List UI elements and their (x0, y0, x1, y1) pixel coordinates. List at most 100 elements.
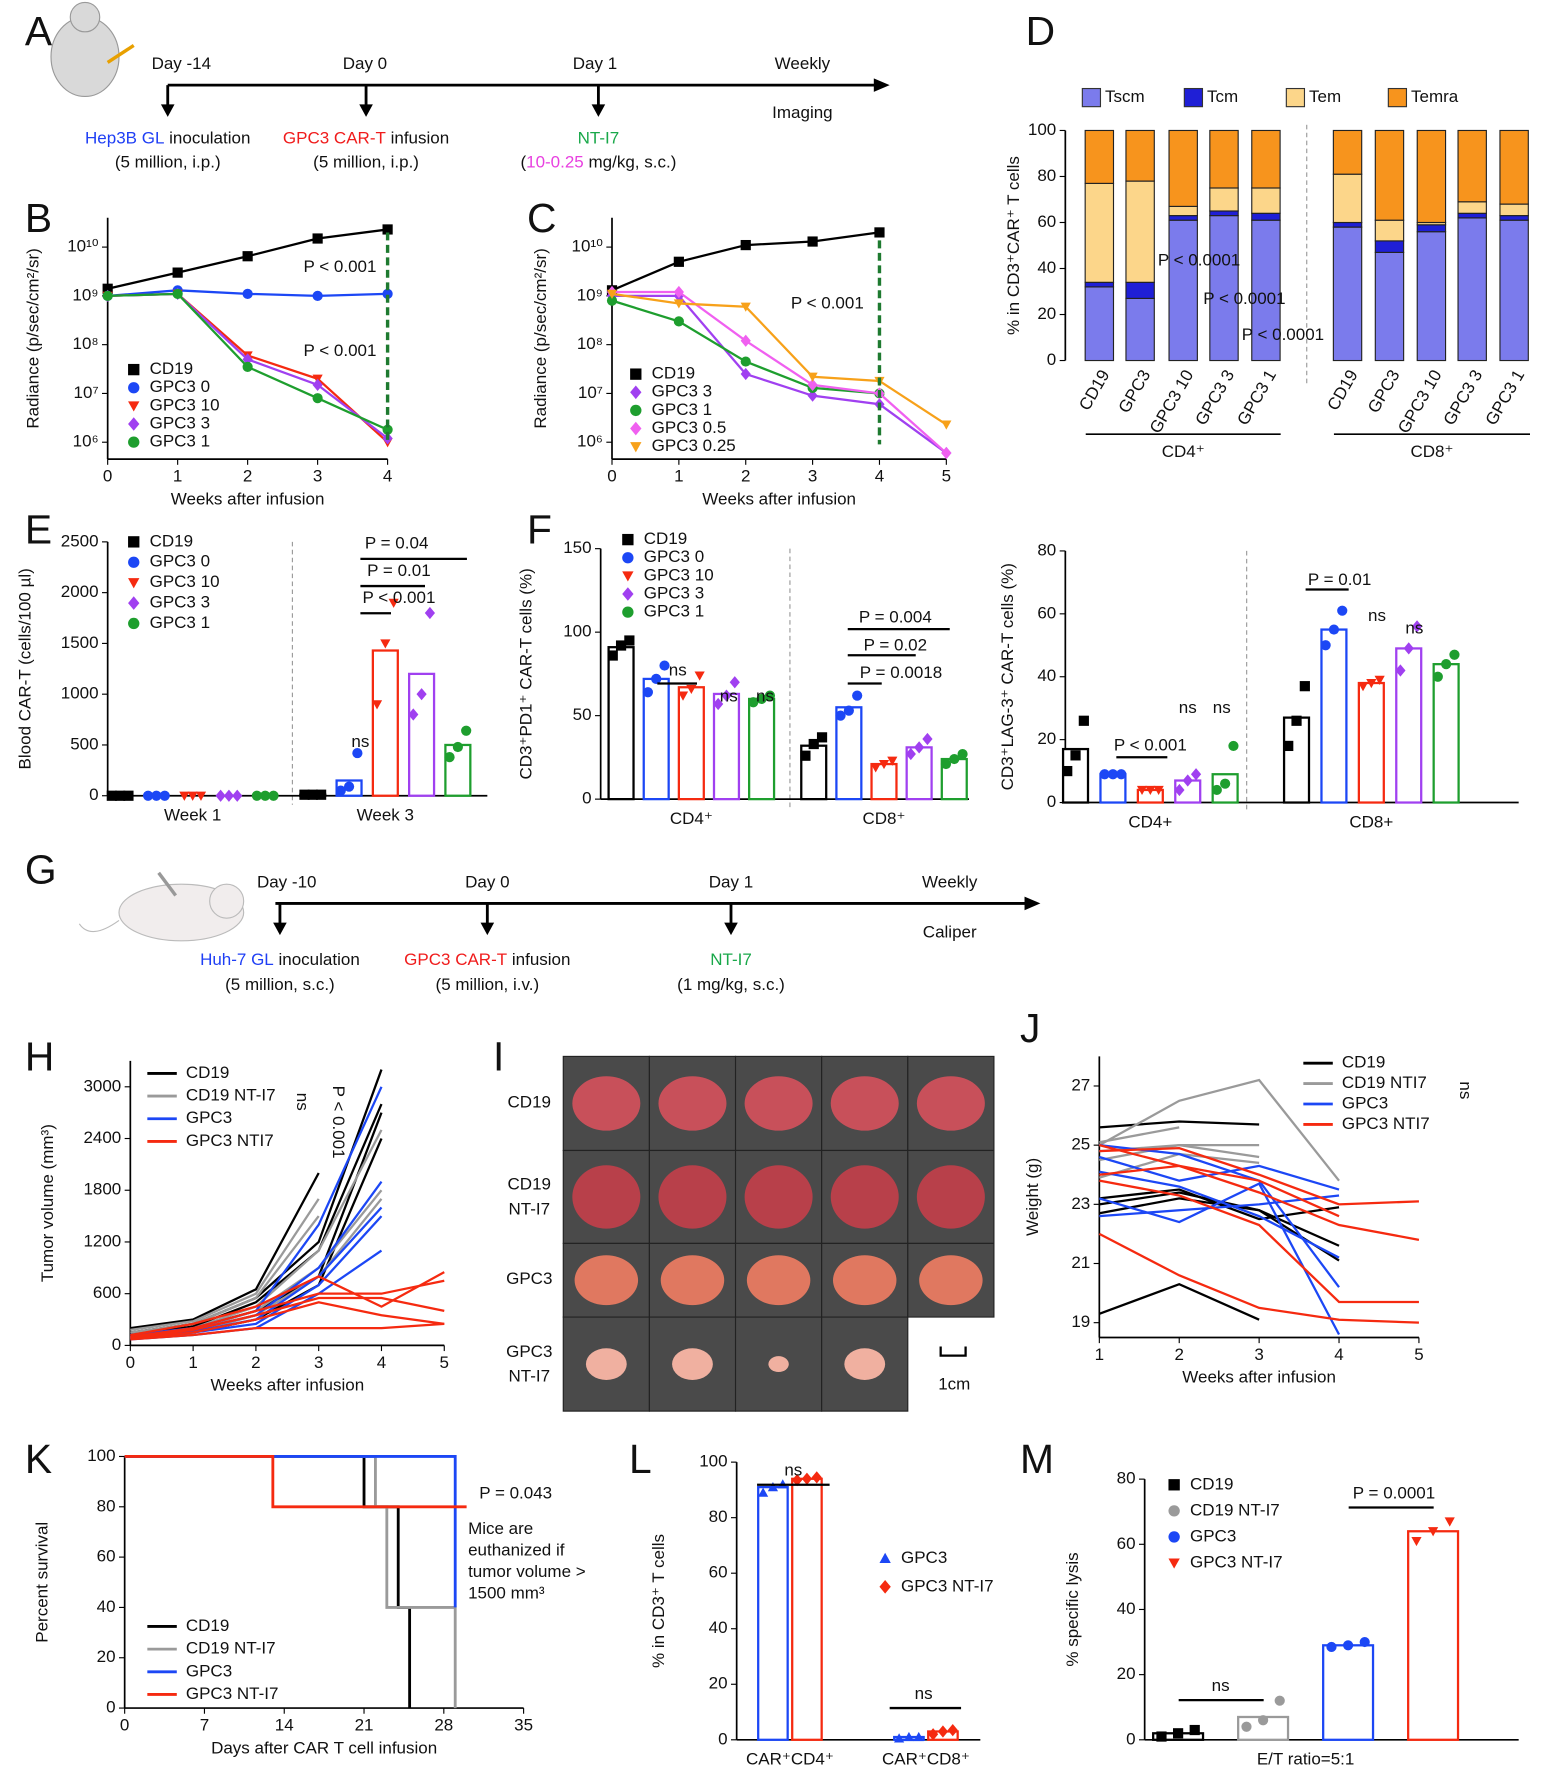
group-label: CD8⁺ (1410, 442, 1453, 461)
mouse-line (1099, 1179, 1419, 1304)
bar-segment (1209, 215, 1239, 362)
legend-marker (622, 533, 634, 546)
tumor (572, 1165, 641, 1229)
data-point (142, 790, 154, 801)
data-point (835, 710, 846, 721)
data-point (1173, 1728, 1184, 1739)
tumor (919, 1255, 983, 1306)
bar (1322, 1644, 1375, 1741)
x-tick-label: E/T ratio=5:1 (1257, 1750, 1355, 1769)
row-label: CD19 (508, 1093, 551, 1112)
mouse-line (1099, 1182, 1341, 1336)
mouse-line (1099, 1126, 1180, 1144)
legend-label: CD19 NT-I7 (186, 1639, 276, 1658)
legend-label: GPC3 10 (150, 395, 220, 414)
legend-marker (128, 382, 140, 394)
data-point (843, 705, 854, 716)
timeline-note: Imaging (772, 103, 832, 122)
x-tick-label: Week 3 (357, 806, 414, 825)
y-axis-label: Tumor volume (mm³) (38, 1124, 57, 1282)
y-axis-label: % in CD3⁺ T cells (649, 1534, 668, 1668)
bar (1407, 1530, 1460, 1741)
y-tick-label: 1200 (83, 1231, 121, 1250)
legend-label: GPC3 NT-I7 (1190, 1552, 1283, 1571)
legend-swatch (1387, 87, 1408, 108)
data-point (1444, 1517, 1455, 1527)
x-tick-label: 35 (514, 1716, 533, 1735)
y-tick-label: 10⁸ (577, 334, 603, 353)
data-point (1366, 678, 1377, 689)
y-tick-label: 100 (87, 1446, 115, 1465)
y-axis-label: CD3⁺LAG-3⁺ CAR-T cells (%) (998, 563, 1017, 790)
annotation: ns (669, 661, 687, 680)
annotation: P < 0.001 (362, 588, 435, 607)
legend-label: GPC3 (1342, 1093, 1388, 1112)
x-tick-label: 2 (251, 1353, 260, 1372)
y-tick-label: 10¹⁰ (67, 237, 99, 256)
data-point (808, 738, 819, 750)
bar-segment (1374, 251, 1405, 362)
tumor (744, 1076, 813, 1131)
panel-label: M (1020, 1436, 1054, 1482)
data-point (1182, 774, 1193, 787)
legend-label: CD19 (1190, 1474, 1233, 1493)
y-tick-label: 40 (1117, 1599, 1136, 1618)
x-tick-label: 0 (103, 467, 112, 486)
legend-label: GPC3 10 (644, 565, 714, 584)
data-point (251, 790, 262, 801)
data-point (312, 233, 323, 244)
bar (607, 646, 635, 801)
event-text: (5 million, i.v.) (436, 976, 540, 995)
bar-segment (1416, 231, 1447, 362)
x-axis-label: Weeks after infusion (702, 489, 856, 508)
data-point (1374, 675, 1385, 685)
text-part: NT-I7 (710, 951, 752, 970)
event-day: Day 1 (573, 54, 617, 73)
legend-label: CD19 NT-I7 (1190, 1500, 1280, 1519)
data-point (801, 1472, 813, 1485)
data-point (913, 1731, 924, 1742)
data-point (807, 236, 818, 247)
event-text: Hep3B GL inoculation (85, 129, 250, 148)
x-tick-label: 4 (1334, 1345, 1343, 1364)
bar (371, 649, 399, 797)
data-point (642, 687, 653, 698)
x-tick-label: CAR⁺CD4⁺ (746, 1750, 834, 1769)
y-tick-label: 0 (1126, 1729, 1135, 1748)
x-tick-label: 4 (875, 467, 884, 486)
y-tick-label: 500 (70, 734, 98, 753)
bar-segment (1125, 281, 1155, 299)
mouse-line (130, 1198, 320, 1332)
y-tick-label: 20 (97, 1647, 116, 1666)
data-point (949, 753, 960, 765)
bar (677, 686, 705, 801)
y-tick-label: 0 (89, 785, 98, 804)
x-tick-label: 5 (440, 1353, 449, 1372)
y-tick-label: 600 (93, 1283, 121, 1302)
legend-label: CD19 (150, 531, 193, 550)
panel-label: D (1026, 8, 1055, 54)
legend-label: GPC3 1 (150, 432, 210, 451)
bar (1357, 681, 1385, 804)
tumor (746, 1255, 811, 1306)
y-tick-label: 0 (582, 789, 591, 808)
data-point (1174, 783, 1185, 797)
tumor (844, 1348, 886, 1380)
text-part: euthanized if (468, 1541, 565, 1560)
bar-segment (1457, 201, 1487, 214)
legend-label: GPC3 3 (644, 583, 704, 602)
annotation: P = 0.02 (864, 636, 928, 655)
legend-label: CD19 (186, 1063, 229, 1082)
legend-marker (630, 442, 642, 453)
data-point (740, 302, 751, 312)
bar-segment (1209, 210, 1239, 217)
x-tick-label: 3 (313, 467, 322, 486)
event-text: GPC3 CAR-T infusion (404, 951, 570, 970)
data-point (1211, 784, 1222, 796)
text-part: (5 million, i.p.) (115, 153, 221, 172)
annotation: P = 0.0018 (860, 663, 942, 682)
panel-label: H (25, 1034, 54, 1080)
text-part: (5 million, i.p.) (313, 153, 419, 172)
y-tick-label: 2400 (83, 1128, 121, 1147)
